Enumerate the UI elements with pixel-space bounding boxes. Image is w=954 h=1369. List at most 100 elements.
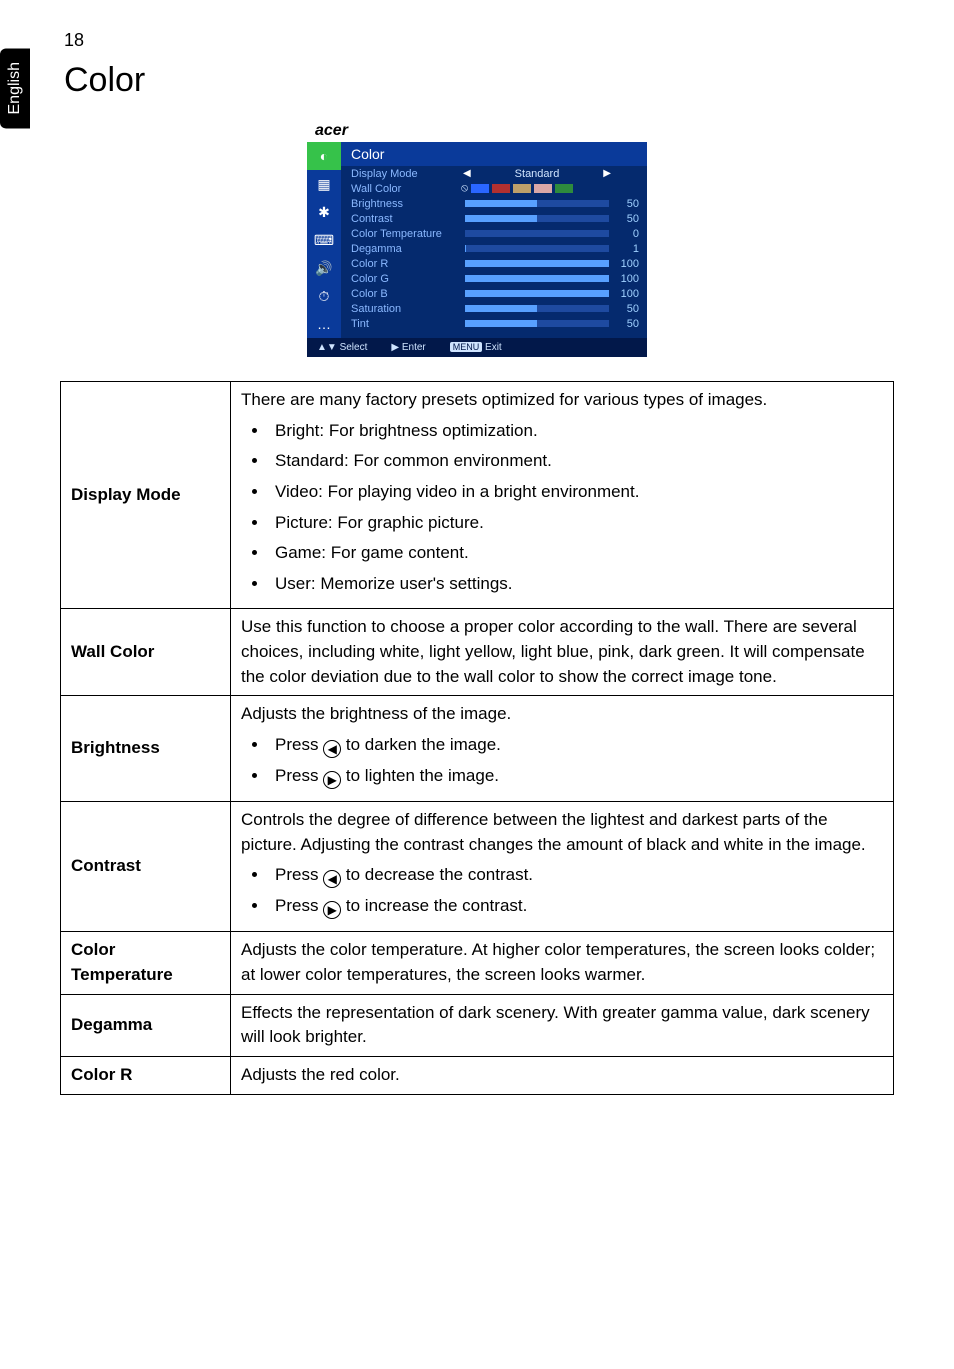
osd-slider-value: 100	[613, 258, 639, 270]
right-arrow-icon[interactable]: ▶	[601, 168, 613, 179]
osd-row[interactable]: Tint 50	[341, 316, 647, 331]
color-swatch[interactable]	[513, 184, 531, 193]
osd-row-label: Brightness	[351, 198, 461, 210]
osd-swatches: ⦸	[461, 182, 613, 195]
settings-table: Display ModeThere are many factory prese…	[60, 381, 894, 1095]
left-arrow-icon[interactable]: ◀	[461, 168, 473, 179]
setting-name: Degamma	[61, 994, 231, 1056]
osd-row-label: Tint	[351, 318, 461, 330]
osd-category-icon[interactable]: ⏱	[307, 282, 341, 310]
table-row: Color RAdjusts the red color.	[61, 1056, 894, 1094]
setting-name: Display Mode	[61, 382, 231, 609]
page-title: Color	[64, 61, 894, 100]
osd-section-title: Color	[341, 142, 647, 166]
osd-category-icon[interactable]: ⌨	[307, 226, 341, 254]
color-swatch[interactable]	[471, 184, 489, 193]
setting-description: There are many factory presets optimized…	[231, 382, 894, 609]
osd-row[interactable]: Color R 100	[341, 256, 647, 271]
osd-category-icon[interactable]: ▦	[307, 170, 341, 198]
osd-rows: Display Mode◀Standard▶Wall Color⦸Brightn…	[341, 166, 647, 331]
osd-slider-value: 50	[613, 198, 639, 210]
osd-row[interactable]: Wall Color⦸	[341, 181, 647, 196]
right-arrow-icon: ▶	[323, 771, 341, 789]
osd-row-label: Color Temperature	[351, 228, 461, 240]
osd-row-label: Color R	[351, 258, 461, 270]
osd-logo: acer	[307, 120, 647, 142]
setting-name: Color R	[61, 1056, 231, 1094]
osd-slider[interactable]	[465, 200, 609, 207]
osd-category-icon[interactable]: 🔊	[307, 254, 341, 282]
osd-slider-value: 100	[613, 288, 639, 300]
menu-chip: MENU	[450, 342, 483, 352]
osd-category-icons: ◐▦✱⌨🔊⏱…	[307, 142, 341, 338]
osd-row-label: Display Mode	[351, 168, 461, 180]
osd-menu: acer ◐▦✱⌨🔊⏱… Color Display Mode◀Standard…	[307, 120, 647, 357]
osd-slider-value: 50	[613, 303, 639, 315]
list-item: Picture: For graphic picture.	[269, 511, 883, 536]
osd-row-label: Saturation	[351, 303, 461, 315]
list-item: Press ◀ to decrease the contrast.	[269, 863, 883, 888]
osd-slider[interactable]	[465, 230, 609, 237]
osd-slider[interactable]	[465, 260, 609, 267]
osd-slider[interactable]	[465, 305, 609, 312]
setting-name: Wall Color	[61, 609, 231, 696]
osd-slider-value: 100	[613, 273, 639, 285]
list-item: Press ▶ to lighten the image.	[269, 764, 883, 789]
color-swatch[interactable]	[534, 184, 552, 193]
list-item: Bright: For brightness optimization.	[269, 419, 883, 444]
osd-row[interactable]: Contrast 50	[341, 211, 647, 226]
osd-slider-value: 1	[613, 243, 639, 255]
list-item: User: Memorize user's settings.	[269, 572, 883, 597]
osd-slider[interactable]	[465, 320, 609, 327]
osd-category-icon[interactable]: ✱	[307, 198, 341, 226]
osd-row[interactable]: Color G 100	[341, 271, 647, 286]
list-item: Game: For game content.	[269, 541, 883, 566]
osd-select-value: Standard	[473, 168, 602, 180]
osd-row-label: Color G	[351, 273, 461, 285]
osd-slider-value: 50	[613, 213, 639, 225]
osd-footer: ▲▼ Select ▶ Enter MENU Exit	[307, 338, 647, 357]
osd-footer-exit: MENU Exit	[450, 342, 502, 353]
osd-slider[interactable]	[465, 275, 609, 282]
osd-slider-value: 0	[613, 228, 639, 240]
setting-description: Effects the representation of dark scene…	[231, 994, 894, 1056]
osd-slider[interactable]	[465, 215, 609, 222]
osd-row[interactable]: Degamma1	[341, 241, 647, 256]
osd-category-icon[interactable]: …	[307, 310, 341, 338]
osd-row-label: Contrast	[351, 213, 461, 225]
table-row: Display ModeThere are many factory prese…	[61, 382, 894, 609]
table-row: DegammaEffects the representation of dar…	[61, 994, 894, 1056]
osd-category-icon[interactable]: ◐	[307, 142, 341, 170]
list-item: Video: For playing video in a bright env…	[269, 480, 883, 505]
left-arrow-icon: ◀	[323, 740, 341, 758]
list-item: Standard: For common environment.	[269, 449, 883, 474]
setting-description: Adjusts the color temperature. At higher…	[231, 932, 894, 994]
osd-row[interactable]: Saturation 50	[341, 301, 647, 316]
table-row: Color TemperatureAdjusts the color tempe…	[61, 932, 894, 994]
right-arrow-icon: ▶	[323, 901, 341, 919]
osd-row-label: Wall Color	[351, 183, 461, 195]
color-swatch[interactable]	[555, 184, 573, 193]
table-row: ContrastControls the degree of differenc…	[61, 802, 894, 932]
osd-row[interactable]: Color B100	[341, 286, 647, 301]
osd-footer-select: ▲▼ Select	[317, 342, 367, 353]
osd-row[interactable]: Color Temperature 0	[341, 226, 647, 241]
osd-slider[interactable]	[465, 290, 609, 297]
setting-description: Controls the degree of difference betwee…	[231, 802, 894, 932]
language-tab: English	[0, 48, 30, 128]
osd-row[interactable]: Brightness 50	[341, 196, 647, 211]
setting-description: Adjusts the red color.	[231, 1056, 894, 1094]
setting-name: Color Temperature	[61, 932, 231, 994]
osd-row[interactable]: Display Mode◀Standard▶	[341, 166, 647, 181]
left-arrow-icon: ◀	[323, 870, 341, 888]
color-swatch[interactable]	[492, 184, 510, 193]
setting-description: Adjusts the brightness of the image.Pres…	[231, 696, 894, 802]
osd-footer-enter: ▶ Enter	[391, 342, 425, 353]
setting-description: Use this function to choose a proper col…	[231, 609, 894, 696]
osd-slider[interactable]	[465, 245, 609, 252]
table-row: BrightnessAdjusts the brightness of the …	[61, 696, 894, 802]
list-item: Press ▶ to increase the contrast.	[269, 894, 883, 919]
setting-name: Brightness	[61, 696, 231, 802]
osd-slider-value: 50	[613, 318, 639, 330]
no-wall-icon: ⦸	[461, 182, 468, 195]
